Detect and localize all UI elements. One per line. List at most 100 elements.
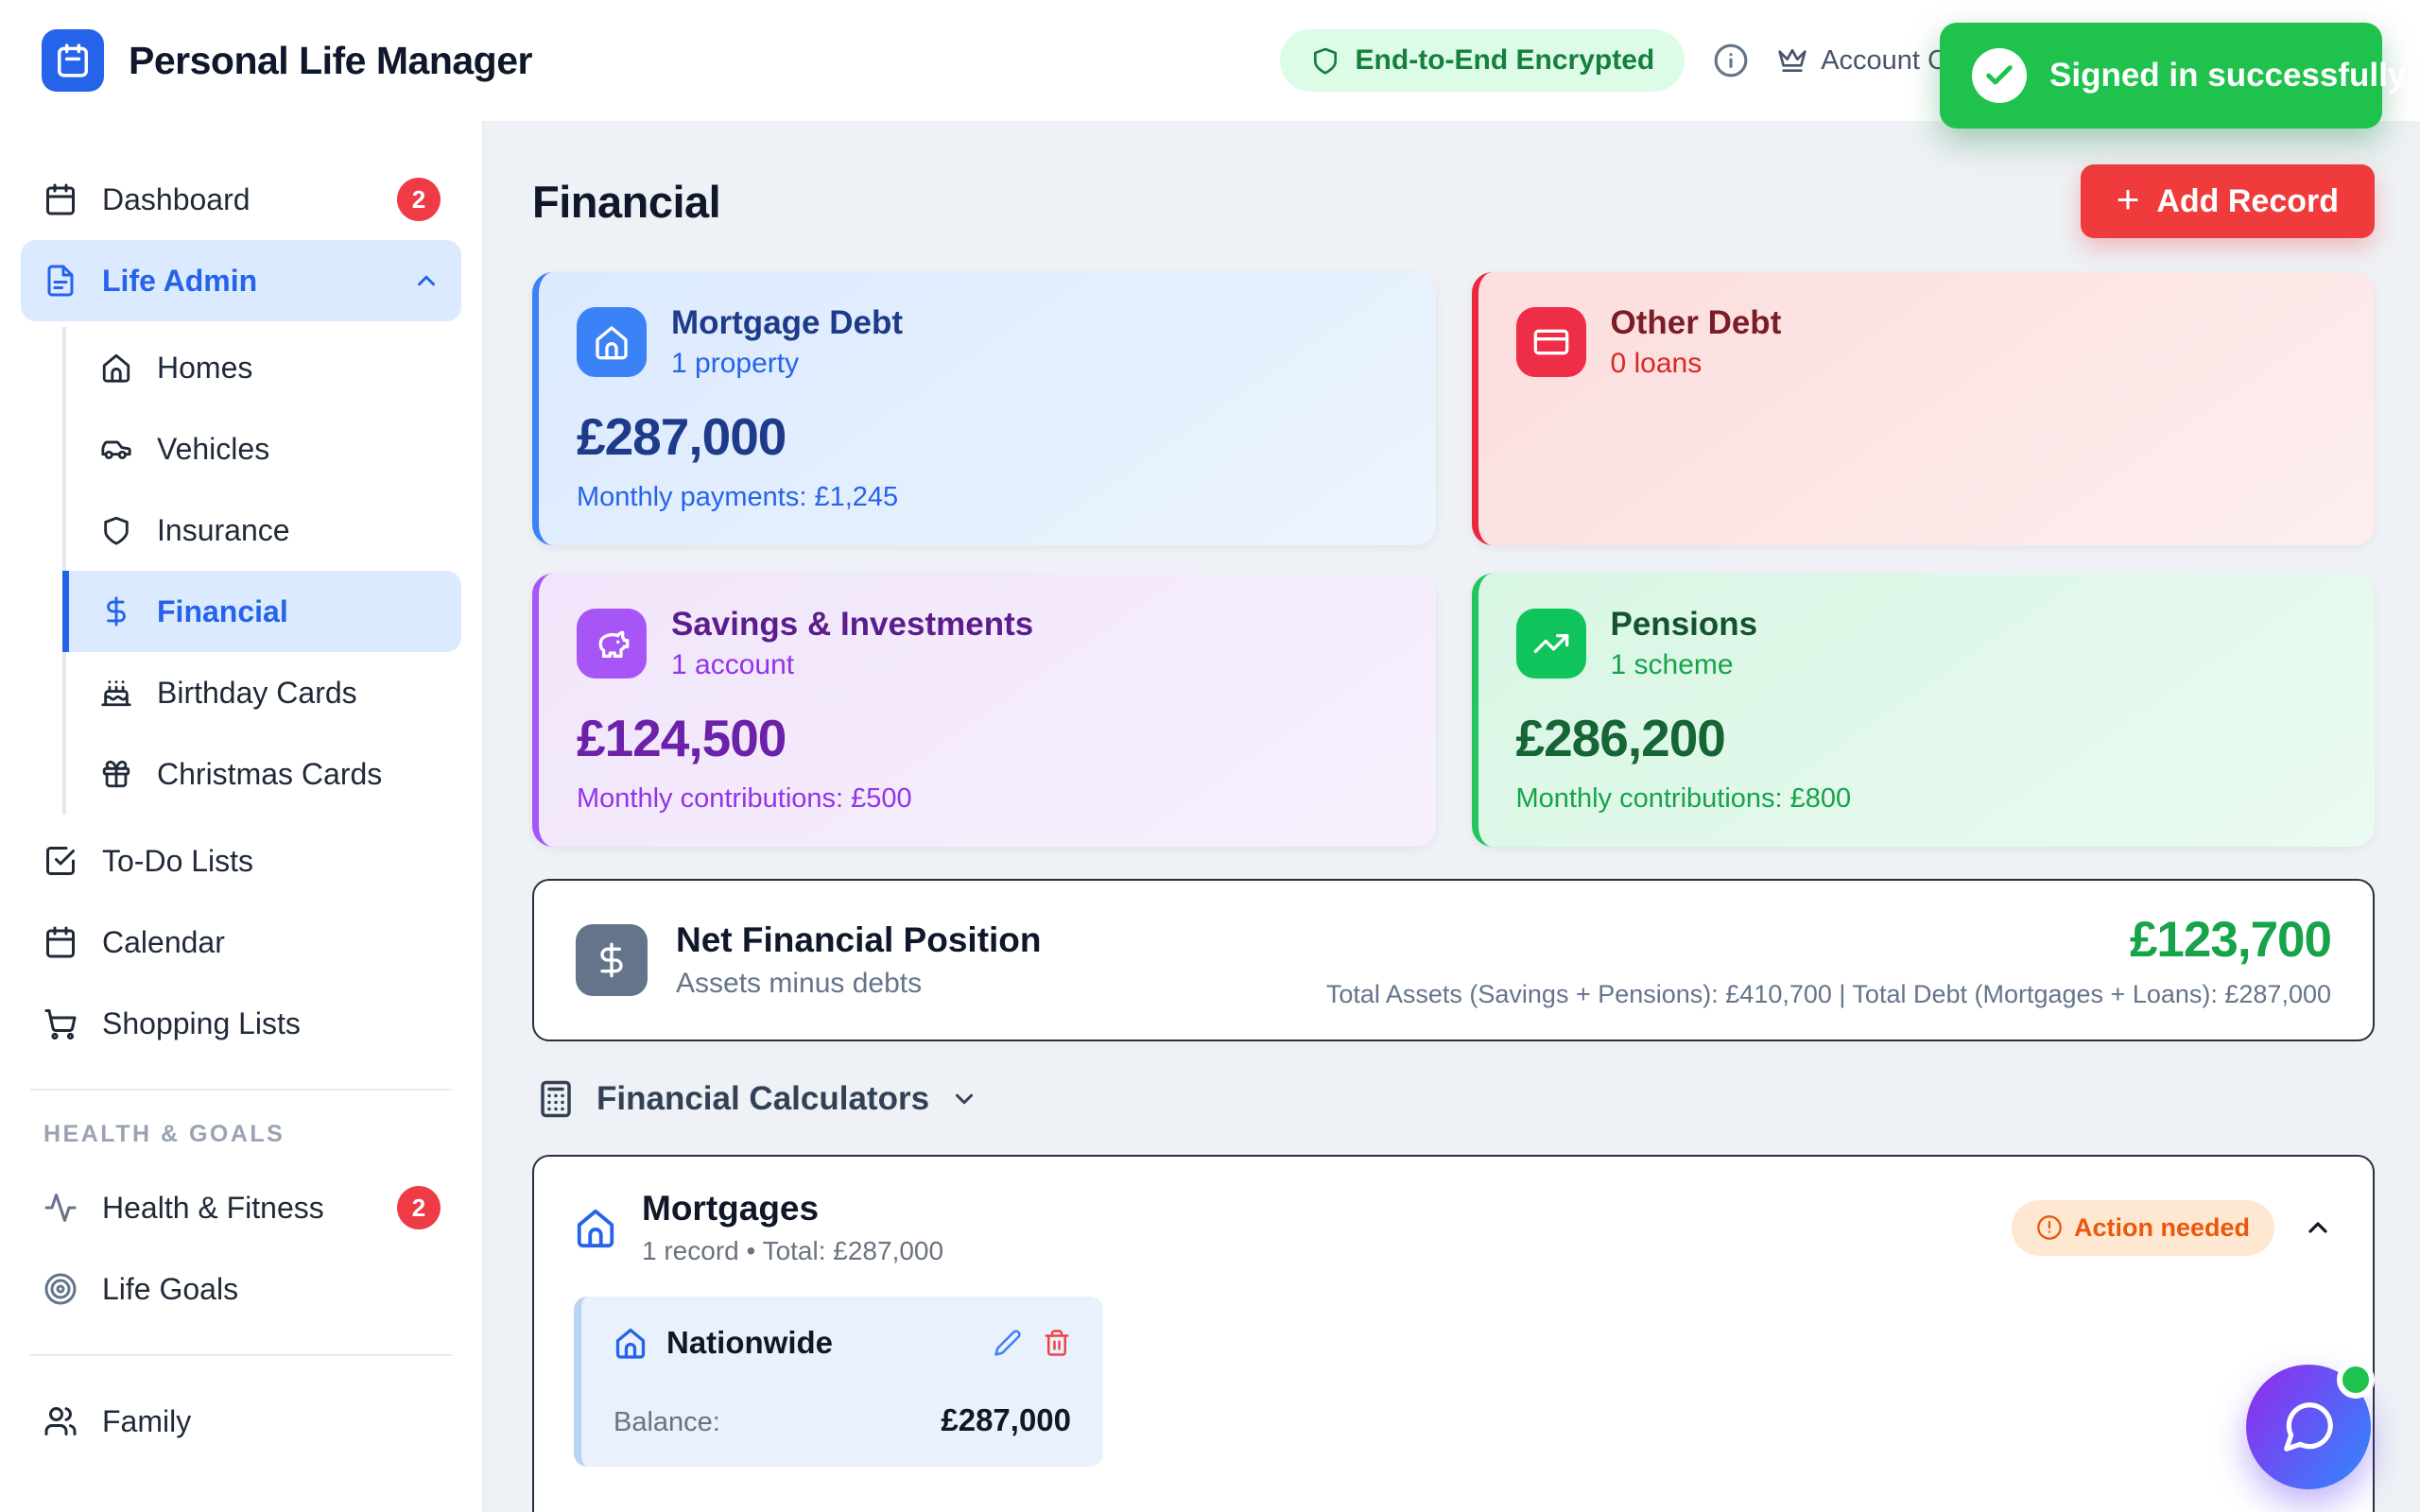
shield-icon [100, 514, 132, 546]
card-title: Mortgage Debt [671, 304, 903, 341]
online-status-dot [2337, 1361, 2375, 1399]
sidebar-item-life-admin[interactable]: Life Admin [21, 240, 461, 321]
sidebar-item-label: Shopping Lists [102, 1005, 301, 1040]
card-title: Pensions [1610, 606, 1758, 643]
net-position-card: Net Financial Position Assets minus debt… [532, 879, 2375, 1041]
crown-icon [1777, 45, 1807, 76]
net-position-title: Net Financial Position [676, 920, 1042, 959]
encryption-badge-label: End-to-End Encrypted [1355, 44, 1655, 76]
home-icon [577, 307, 647, 377]
net-position-detail: Total Assets (Savings + Pensions): £410,… [1325, 980, 2331, 1008]
sidebar-item-birthday-cards[interactable]: Birthday Cards [66, 652, 461, 733]
main-content: Financial + Add Record Mortgage Debt 1 p… [484, 121, 2420, 1512]
chevron-up-icon [412, 266, 441, 295]
alert-circle-icon [2036, 1214, 2063, 1241]
card-subtitle: 1 scheme [1610, 649, 1734, 680]
record-name: Nationwide [666, 1325, 834, 1360]
balance-label: Balance: [614, 1407, 720, 1437]
chat-fab-button[interactable] [2246, 1361, 2375, 1489]
calendar-icon [43, 182, 78, 216]
users-icon [43, 1404, 78, 1438]
card-subtitle: 0 loans [1610, 348, 1703, 379]
other-debt-card: Other Debt 0 loans [1471, 272, 2375, 545]
shield-icon [1310, 45, 1340, 76]
check-circle-icon [1972, 48, 2027, 103]
sidebar-item-shopping-lists[interactable]: Shopping Lists [21, 983, 461, 1064]
sidebar-item-label: Christmas Cards [157, 756, 383, 791]
sidebar-item-financial[interactable]: Financial [62, 571, 461, 652]
savings-investments-card: Savings & Investments 1 account £124,500… [532, 574, 1436, 847]
piggy-bank-icon [577, 609, 647, 679]
sidebar-item-dashboard[interactable]: Dashboard 2 [21, 159, 461, 240]
sidebar-item-homes[interactable]: Homes [66, 327, 461, 408]
plus-icon: + [2116, 177, 2140, 221]
action-needed-label: Action needed [2073, 1212, 2250, 1242]
sidebar-item-todo-lists[interactable]: To-Do Lists [21, 820, 461, 902]
home-icon [614, 1326, 648, 1360]
pensions-card: Pensions 1 scheme £286,200 Monthly contr… [1471, 574, 2375, 847]
calculator-icon [536, 1079, 576, 1119]
financial-calculators-toggle[interactable]: Financial Calculators [536, 1079, 2375, 1119]
message-circle-icon [2279, 1398, 2338, 1456]
net-position-subtitle: Assets minus debts [676, 968, 923, 999]
card-subtitle: 1 property [671, 348, 800, 379]
sidebar-item-label: Homes [157, 350, 253, 385]
sidebar-item-label: Family [102, 1403, 192, 1438]
sidebar-item-label: Health & Fitness [102, 1190, 324, 1225]
summary-cards: Mortgage Debt 1 property £287,000 Monthl… [532, 272, 2375, 847]
sidebar-item-label: Insurance [157, 512, 290, 547]
sidebar-item-christmas-cards[interactable]: Christmas Cards [66, 733, 461, 815]
card-title: Other Debt [1610, 304, 1782, 341]
sidebar-item-health-fitness[interactable]: Health & Fitness 2 [21, 1167, 461, 1248]
card-amount: £286,200 [1515, 709, 1726, 767]
sidebar-item-label: Life Admin [102, 263, 258, 298]
file-text-icon [43, 264, 78, 298]
mortgages-meta: 1 record • Total: £287,000 [642, 1236, 944, 1265]
dashboard-badge: 2 [397, 178, 441, 221]
sidebar-item-label: Vehicles [157, 431, 270, 466]
sidebar-item-label: Birthday Cards [157, 675, 357, 710]
calendar-logo-icon [55, 43, 91, 78]
balance-value: £287,000 [941, 1402, 1071, 1437]
page-title: Financial [532, 176, 721, 227]
dollar-icon [576, 924, 648, 996]
sidebar-item-insurance[interactable]: Insurance [66, 490, 461, 571]
toast-message: Signed in successfully! [2049, 57, 2417, 94]
success-toast: Signed in successfully! [1940, 23, 2417, 129]
activity-icon [43, 1191, 78, 1225]
sidebar-item-calendar[interactable]: Calendar [21, 902, 461, 983]
account-menu[interactable]: Account C [1777, 45, 1947, 77]
sidebar-item-label: Financial [157, 593, 288, 628]
sidebar-item-label: Dashboard [102, 181, 251, 216]
info-icon[interactable] [1713, 43, 1749, 78]
target-icon [43, 1272, 78, 1306]
sidebar-divider [30, 1089, 452, 1091]
shopping-cart-icon [43, 1006, 78, 1040]
cake-icon [100, 677, 132, 709]
trending-up-icon [1515, 609, 1586, 679]
sidebar-item-label: Life Goals [102, 1271, 239, 1306]
card-footer: Monthly contributions: £800 [1515, 783, 1852, 814]
credit-card-icon [1515, 307, 1586, 377]
sidebar-divider [30, 1354, 452, 1356]
financial-calculators-label: Financial Calculators [596, 1080, 930, 1117]
sidebar-item-life-goals[interactable]: Life Goals [21, 1248, 461, 1330]
card-subtitle: 1 account [671, 649, 795, 680]
action-needed-badge: Action needed [2011, 1199, 2274, 1256]
mortgage-debt-card: Mortgage Debt 1 property £287,000 Monthl… [532, 272, 1436, 545]
calendar-icon [43, 925, 78, 959]
collapse-chevron-up-icon[interactable] [2303, 1212, 2333, 1243]
sidebar-section-health-goals: HEALTH & GOALS [43, 1121, 285, 1147]
sidebar-item-family[interactable]: Family [21, 1381, 461, 1462]
encryption-badge: End-to-End Encrypted [1279, 29, 1685, 92]
edit-pencil-icon[interactable] [994, 1329, 1022, 1357]
mortgages-panel: Mortgages 1 record • Total: £287,000 Act… [532, 1155, 2375, 1512]
life-admin-subnav: Homes Vehicles Insurance Financial Birth… [62, 327, 461, 815]
app-title: Personal Life Manager [129, 38, 532, 82]
card-title: Savings & Investments [671, 606, 1034, 643]
delete-trash-icon[interactable] [1043, 1329, 1071, 1357]
add-record-button[interactable]: + Add Record [2080, 164, 2375, 238]
sidebar-item-vehicles[interactable]: Vehicles [66, 408, 461, 490]
app-logo [42, 29, 104, 92]
card-footer: Monthly contributions: £500 [577, 783, 912, 814]
